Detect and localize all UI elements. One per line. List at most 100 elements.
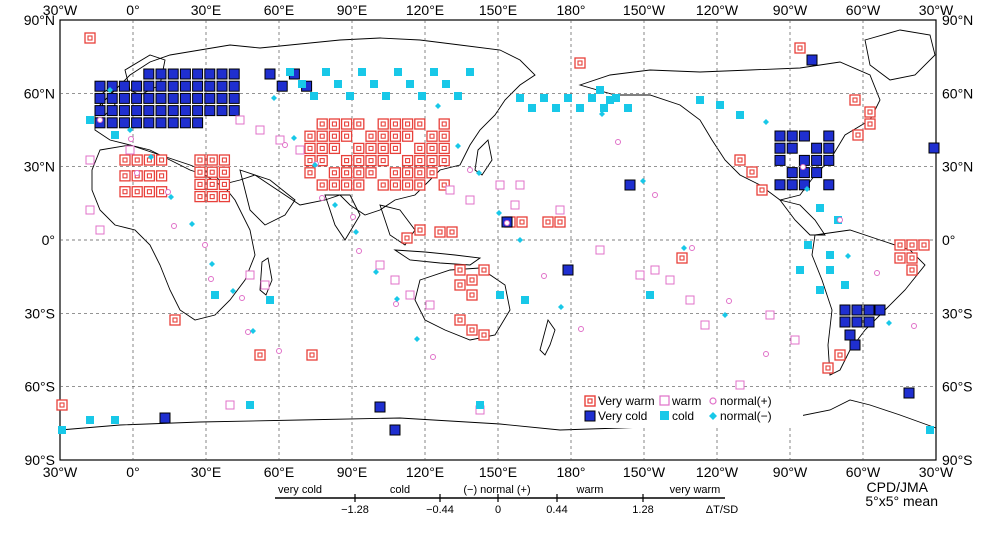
very-cold-marker (228, 68, 240, 80)
very-cold-marker (192, 92, 204, 104)
lon-label-top: 60°E (264, 2, 295, 18)
normal-minus-marker (148, 154, 154, 160)
very-cold-marker (167, 117, 179, 129)
north-america-coast (578, 61, 881, 201)
lon-label-top: 30°W (919, 2, 954, 18)
very-warm-marker (131, 154, 143, 166)
very-warm-marker (194, 166, 206, 178)
cold-marker (816, 286, 824, 294)
cold-marker (334, 80, 342, 88)
warm-marker (425, 300, 435, 310)
warm-marker (260, 280, 270, 290)
warm-marker (790, 335, 800, 345)
very-cold-marker (143, 105, 155, 117)
india-coast (324, 194, 361, 241)
very-cold-marker (228, 80, 240, 92)
cold-marker (466, 68, 474, 76)
very-cold-marker (874, 304, 886, 316)
warm-marker (465, 195, 475, 205)
cold-marker (588, 94, 596, 102)
cold-marker (926, 426, 934, 434)
normal-minus-marker (435, 103, 441, 109)
very-warm-marker (906, 264, 918, 276)
very-cold-marker (118, 117, 130, 129)
very-warm-marker (746, 166, 758, 178)
very-warm-marker (304, 142, 316, 155)
normal-plus-marker (356, 248, 362, 254)
lat-label-right: 90°S (942, 452, 973, 468)
very-warm-marker (426, 130, 438, 142)
very-cold-marker (798, 154, 810, 166)
very-warm-marker (194, 190, 206, 203)
very-warm-marker (340, 130, 353, 142)
lat-label-right: 30°N (942, 159, 973, 175)
very-warm-marker (340, 118, 353, 130)
very-warm-marker (194, 178, 206, 191)
warm-marker (235, 115, 245, 125)
very-cold-marker (204, 92, 216, 104)
cold-marker (286, 68, 294, 76)
very-cold-marker (155, 105, 167, 117)
very-warm-marker (304, 167, 316, 179)
scale-tick-label: −1.28 (341, 504, 369, 516)
normal-plus-marker (208, 276, 214, 282)
very-warm-marker (454, 279, 466, 291)
cold-marker (521, 296, 529, 304)
very-cold-marker (192, 68, 204, 80)
eurasia-coast (94, 37, 536, 216)
cold-marker (826, 266, 834, 274)
very-warm-marker (414, 167, 426, 179)
warm-marker (85, 205, 95, 215)
very-warm-marker (340, 167, 353, 179)
very-cold-marker (106, 117, 118, 129)
very-cold-marker (811, 142, 823, 154)
very-cold-marker (844, 329, 856, 341)
very-cold-marker (903, 387, 915, 399)
very-warm-marker (316, 130, 328, 142)
very-warm-marker (466, 274, 478, 286)
lat-label-left: 0° (42, 232, 55, 248)
indonesia-coast (393, 249, 482, 266)
normal-plus-marker (541, 273, 547, 279)
normal-minus-marker (230, 288, 236, 294)
very-warm-marker (365, 167, 377, 179)
very-cold-marker (811, 154, 823, 166)
normal-minus-marker (763, 119, 769, 125)
cold-marker (826, 251, 834, 259)
cold-marker (841, 281, 849, 289)
legend-normal-minus: normal(−) (709, 409, 772, 423)
cold-marker (454, 92, 462, 100)
very-cold-marker (118, 105, 130, 117)
very-warm-marker (377, 154, 389, 167)
lon-label-top: 90°E (337, 2, 368, 18)
very-cold-marker (192, 117, 204, 129)
anomaly-scale: very cold cold (−) normal (+) warm very … (275, 484, 738, 516)
cold-marker (596, 86, 604, 94)
very-cold-marker (823, 130, 835, 142)
very-warm-marker (574, 57, 586, 69)
normal-plus-marker (239, 295, 245, 301)
lon-label-top: 180° (557, 2, 586, 18)
very-cold-marker (811, 167, 823, 179)
very-cold-marker (167, 92, 179, 104)
lon-label-top: 120°E (406, 2, 444, 18)
very-cold-marker (179, 92, 191, 104)
warm-marker (555, 205, 565, 215)
lon-label-bottom: 60°E (264, 464, 295, 480)
very-cold-marker (774, 130, 786, 142)
normal-minus-marker (640, 178, 646, 184)
warm-marker (125, 145, 135, 155)
normal-plus-marker (911, 323, 917, 329)
normal-minus-marker (496, 210, 502, 216)
very-warm-marker (304, 154, 316, 167)
legend-warm-label: warm (671, 394, 701, 408)
warm-marker (275, 135, 285, 145)
lon-label-top: 150°E (479, 2, 517, 18)
very-warm-marker (554, 216, 566, 228)
normal-minus-marker (455, 143, 461, 149)
normal-plus-marker (350, 214, 356, 220)
cold-marker (796, 266, 804, 274)
lat-label-left: 90°S (24, 452, 55, 468)
very-warm-marker (466, 324, 478, 336)
warm-marker (515, 180, 525, 190)
